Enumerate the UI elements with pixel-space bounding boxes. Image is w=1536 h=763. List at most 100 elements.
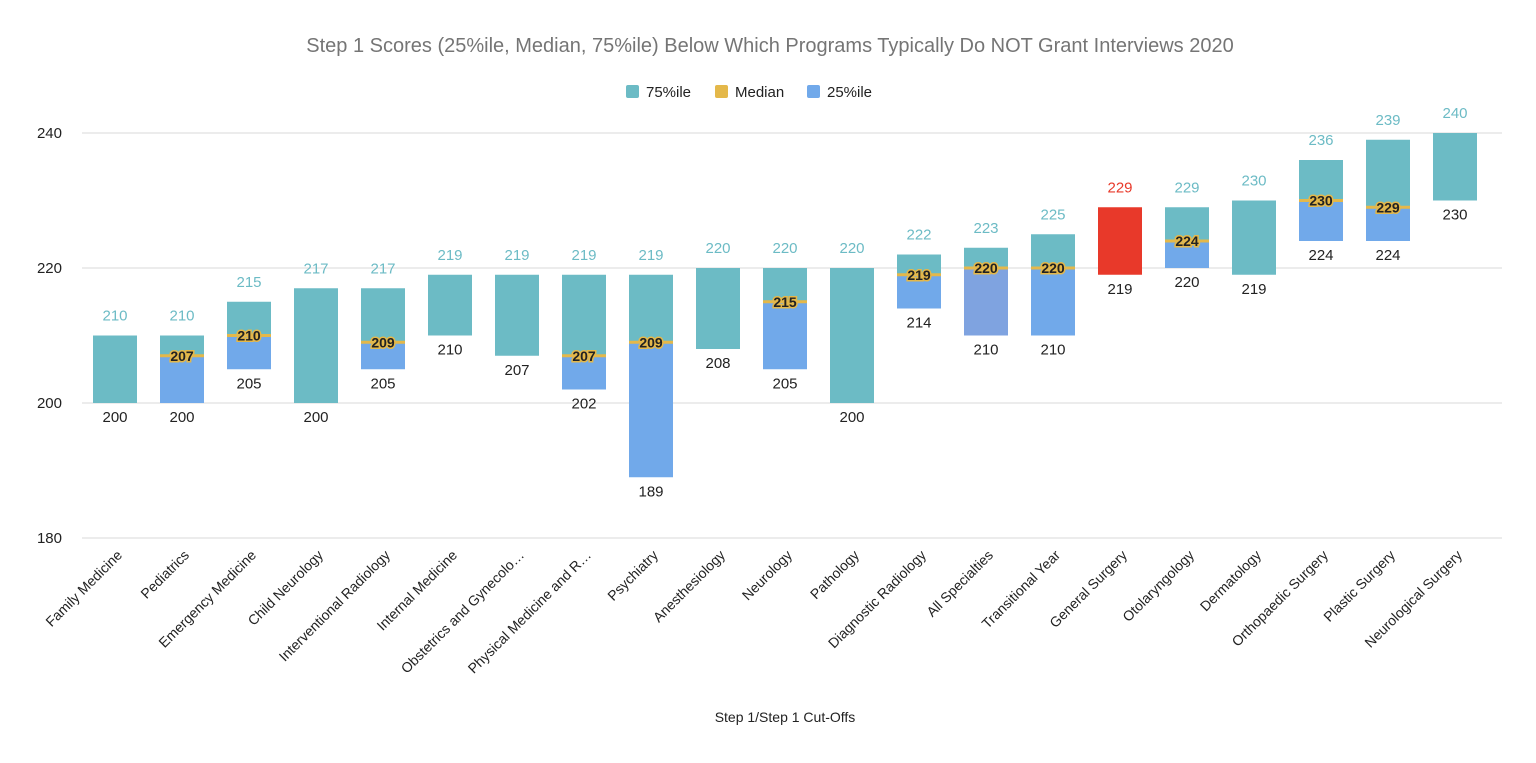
label-bottom-13: 210 [973,342,998,359]
label-median-18: 230 [1309,193,1333,209]
label-p75-5: 219 [437,247,462,264]
label-bottom-5: 210 [437,342,462,359]
label-bottom-16: 220 [1174,274,1199,291]
x-tick-label-10: Neurology [739,547,795,603]
label-p75-18: 236 [1308,132,1333,149]
bar-p25-12 [897,274,941,309]
x-tick-label-0: Family Medicine [42,547,125,630]
label-bottom-0: 200 [102,409,127,426]
label-p75-3: 217 [303,260,328,277]
label-p75-13: 223 [973,220,998,237]
x-tick-label-9: Anesthesiology [650,547,728,625]
label-median-1: 207 [170,348,194,364]
label-bottom-18: 224 [1308,247,1333,264]
bar-median-8 [629,340,673,344]
label-p75-10: 220 [772,240,797,257]
bar-median-13 [964,266,1008,270]
bar-p25-1 [160,355,204,403]
bar-p75-9 [696,268,740,349]
label-p75-20: 240 [1442,105,1467,122]
label-bottom-19: 224 [1375,247,1400,264]
bar-p75-10 [763,268,807,302]
label-median-14: 220 [1041,260,1065,276]
legend-swatch-0 [626,85,639,98]
label-p75-19: 239 [1375,112,1400,129]
bar-p75-3 [294,288,338,403]
bar-median-10 [763,300,807,304]
label-p75-16: 229 [1174,179,1199,196]
label-median-12: 219 [907,267,931,283]
bar-median-18 [1299,199,1343,202]
legend-swatch-1 [715,85,728,98]
bar-p25-8 [629,342,673,478]
legend-label-2: 25%ile [827,84,872,101]
label-bottom-8: 189 [638,483,663,500]
bar-median-4 [361,340,405,344]
bar-p75-13 [964,247,1008,268]
label-bottom-3: 200 [303,409,328,426]
y-tick-label-200: 200 [37,395,62,412]
bar-p75-2 [227,301,271,336]
bar-p75-7 [562,274,606,356]
x-tick-label-16: Otolaryngology [1119,547,1197,625]
bar-p25-13 [964,268,1008,336]
x-tick-label-11: Pathology [807,547,862,602]
label-median-4: 209 [371,334,395,350]
bar-p75-14 [1031,234,1075,268]
bar-p25-2 [227,335,271,370]
label-bottom-11: 200 [839,409,864,426]
label-p75-8: 219 [638,247,663,264]
x-tick-label-1: Pediatrics [137,547,192,602]
x-axis-label: Step 1/Step 1 Cut-Offs [715,709,856,725]
label-p75-11: 220 [839,240,864,257]
label-p75-7: 219 [571,247,596,264]
bar-p75-4 [361,288,405,343]
label-bottom-15: 219 [1107,281,1132,298]
bar-p75-1 [160,335,204,356]
label-p75-12: 222 [906,227,931,244]
label-bottom-1: 200 [169,409,194,426]
label-p75-4: 217 [370,260,395,277]
label-bottom-12: 214 [906,315,931,332]
bar-p25-16 [1165,241,1209,268]
label-p75-15: 229 [1107,179,1132,196]
label-p75-9: 220 [705,240,730,257]
bar-median-14 [1031,266,1075,270]
bar-p75-12 [897,254,941,275]
bars [93,133,1477,478]
legend-swatch-2 [807,85,820,98]
bar-p75-18 [1299,160,1343,201]
bar-p75-0 [93,335,137,403]
data-labels: 210 200 210 200 207 215 205 210 217 200 217 205 209 2… [102,105,1467,500]
label-median-16: 224 [1175,233,1199,249]
bar-p25-10 [763,301,807,370]
label-median-10: 215 [773,294,797,310]
bar-p25-14 [1031,268,1075,336]
bar-p75-11 [830,268,874,403]
y-tick-label-220: 220 [37,260,62,277]
bar-highlight-15 [1098,207,1142,275]
bar-p75-19 [1366,139,1410,208]
bar-p25-4 [361,342,405,370]
label-bottom-17: 219 [1241,281,1266,298]
label-p75-1: 210 [169,308,194,325]
x-tick-label-4: Interventional Radiology [276,547,394,665]
bar-p25-18 [1299,200,1343,241]
label-p75-0: 210 [102,308,127,325]
bar-p75-8 [629,274,673,343]
y-tick-label-180: 180 [37,530,62,547]
bar-p75-6 [495,274,539,356]
label-median-13: 220 [974,260,998,276]
x-tick-label-6: Obstetrics and Gynecolo… [398,547,528,677]
chart-title: Step 1 Scores (25%ile, Median, 75%ile) B… [306,35,1233,57]
y-axis-ticks: 180 200 220 240 [37,125,62,547]
label-bottom-9: 208 [705,355,730,372]
label-p75-6: 219 [504,247,529,264]
bar-p25-19 [1366,207,1410,241]
legend: 75%ile Median 25%ile [626,84,872,101]
bar-p25-7 [562,355,606,390]
label-p75-2: 215 [236,274,261,291]
bar-p75-5 [428,274,472,336]
label-median-19: 229 [1376,199,1400,215]
